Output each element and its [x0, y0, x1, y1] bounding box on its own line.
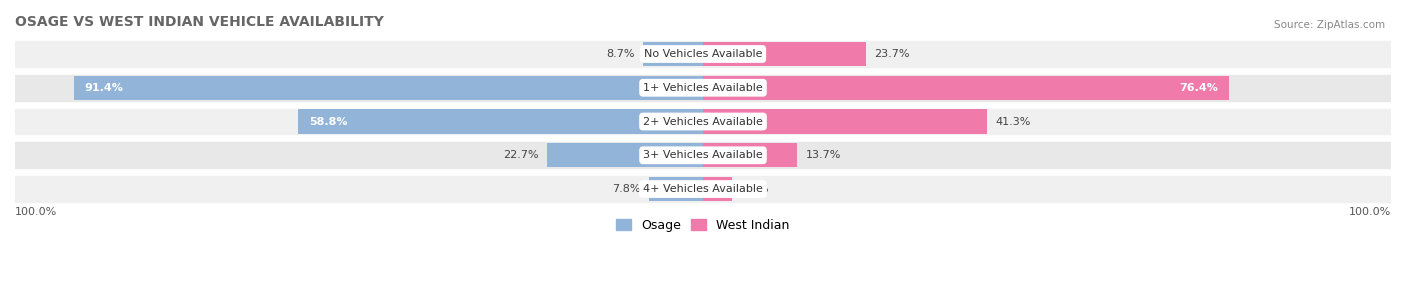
Text: 41.3%: 41.3% [995, 116, 1031, 126]
Bar [703, 109, 987, 134]
Bar [15, 109, 1391, 134]
Bar [703, 76, 1229, 100]
Bar [547, 143, 703, 167]
Text: No Vehicles Available: No Vehicles Available [644, 49, 762, 59]
Bar [650, 177, 703, 201]
Text: 8.7%: 8.7% [606, 49, 636, 59]
Bar [75, 76, 703, 100]
Bar [703, 177, 733, 201]
Text: Source: ZipAtlas.com: Source: ZipAtlas.com [1274, 20, 1385, 30]
Text: 76.4%: 76.4% [1180, 83, 1219, 93]
Text: 7.8%: 7.8% [613, 184, 641, 194]
Text: 13.7%: 13.7% [806, 150, 841, 160]
Bar [643, 42, 703, 66]
Text: 4+ Vehicles Available: 4+ Vehicles Available [643, 184, 763, 194]
Bar [703, 143, 797, 167]
Bar [15, 75, 1391, 101]
Legend: Osage, West Indian: Osage, West Indian [612, 214, 794, 237]
Text: 58.8%: 58.8% [309, 116, 347, 126]
Bar [298, 109, 703, 134]
Text: OSAGE VS WEST INDIAN VEHICLE AVAILABILITY: OSAGE VS WEST INDIAN VEHICLE AVAILABILIT… [15, 15, 384, 29]
Text: 22.7%: 22.7% [503, 150, 538, 160]
Text: 100.0%: 100.0% [1348, 206, 1391, 217]
Text: 4.2%: 4.2% [740, 184, 769, 194]
Bar [15, 41, 1391, 67]
Text: 2+ Vehicles Available: 2+ Vehicles Available [643, 116, 763, 126]
Text: 1+ Vehicles Available: 1+ Vehicles Available [643, 83, 763, 93]
Text: 3+ Vehicles Available: 3+ Vehicles Available [643, 150, 763, 160]
Bar [15, 176, 1391, 202]
Text: 23.7%: 23.7% [875, 49, 910, 59]
Bar [15, 142, 1391, 168]
Bar [703, 42, 866, 66]
Text: 100.0%: 100.0% [15, 206, 58, 217]
Text: 91.4%: 91.4% [84, 83, 124, 93]
